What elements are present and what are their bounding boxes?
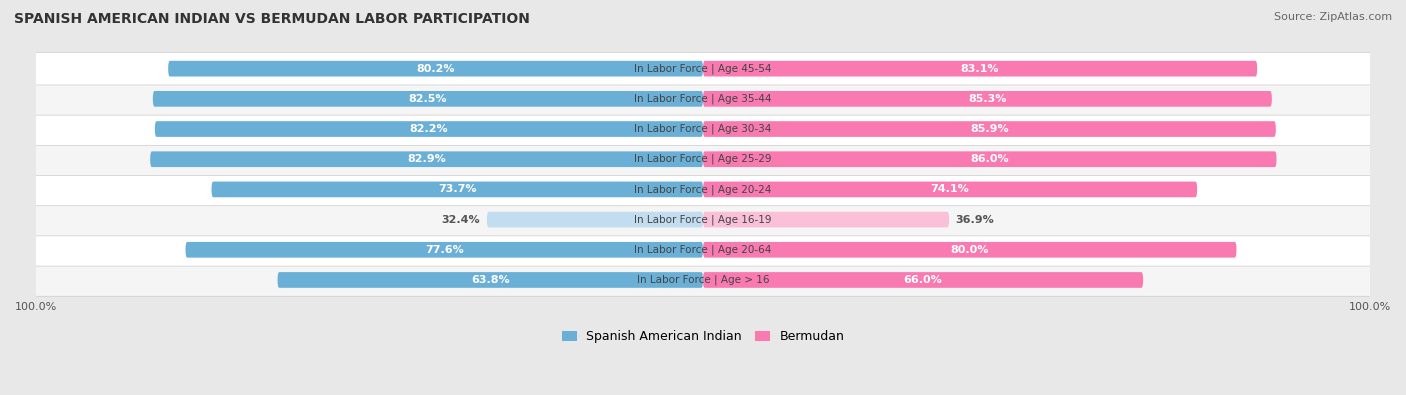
- Text: 66.0%: 66.0%: [904, 275, 942, 285]
- FancyBboxPatch shape: [27, 143, 1379, 175]
- FancyBboxPatch shape: [150, 151, 703, 167]
- Text: In Labor Force | Age > 16: In Labor Force | Age > 16: [637, 275, 769, 285]
- Text: 80.2%: 80.2%: [416, 64, 454, 73]
- FancyBboxPatch shape: [169, 61, 703, 77]
- FancyBboxPatch shape: [27, 173, 1379, 206]
- Text: 82.5%: 82.5%: [409, 94, 447, 104]
- Text: 83.1%: 83.1%: [960, 64, 1000, 73]
- FancyBboxPatch shape: [277, 272, 703, 288]
- FancyBboxPatch shape: [703, 182, 1197, 197]
- Text: 86.0%: 86.0%: [970, 154, 1010, 164]
- FancyBboxPatch shape: [703, 272, 1143, 288]
- Text: 63.8%: 63.8%: [471, 275, 509, 285]
- Text: 82.2%: 82.2%: [409, 124, 449, 134]
- FancyBboxPatch shape: [703, 61, 1257, 77]
- FancyBboxPatch shape: [703, 91, 1272, 107]
- FancyBboxPatch shape: [486, 212, 703, 228]
- Text: In Labor Force | Age 30-34: In Labor Force | Age 30-34: [634, 124, 772, 134]
- FancyBboxPatch shape: [27, 203, 1379, 236]
- Text: 77.6%: 77.6%: [425, 245, 464, 255]
- Text: 80.0%: 80.0%: [950, 245, 988, 255]
- FancyBboxPatch shape: [186, 242, 703, 258]
- FancyBboxPatch shape: [27, 264, 1379, 296]
- Text: 85.9%: 85.9%: [970, 124, 1008, 134]
- FancyBboxPatch shape: [211, 182, 703, 197]
- FancyBboxPatch shape: [27, 53, 1379, 85]
- Text: 74.1%: 74.1%: [931, 184, 970, 194]
- Text: In Labor Force | Age 20-24: In Labor Force | Age 20-24: [634, 184, 772, 195]
- FancyBboxPatch shape: [27, 113, 1379, 145]
- Text: 73.7%: 73.7%: [439, 184, 477, 194]
- Text: 36.9%: 36.9%: [956, 214, 994, 225]
- Legend: Spanish American Indian, Bermudan: Spanish American Indian, Bermudan: [557, 325, 849, 348]
- FancyBboxPatch shape: [703, 121, 1275, 137]
- Text: SPANISH AMERICAN INDIAN VS BERMUDAN LABOR PARTICIPATION: SPANISH AMERICAN INDIAN VS BERMUDAN LABO…: [14, 12, 530, 26]
- Text: 85.3%: 85.3%: [969, 94, 1007, 104]
- FancyBboxPatch shape: [703, 151, 1277, 167]
- Text: In Labor Force | Age 25-29: In Labor Force | Age 25-29: [634, 154, 772, 164]
- Text: 32.4%: 32.4%: [441, 214, 481, 225]
- Text: 82.9%: 82.9%: [408, 154, 446, 164]
- FancyBboxPatch shape: [153, 91, 703, 107]
- FancyBboxPatch shape: [703, 212, 949, 228]
- FancyBboxPatch shape: [155, 121, 703, 137]
- Text: In Labor Force | Age 16-19: In Labor Force | Age 16-19: [634, 214, 772, 225]
- Text: In Labor Force | Age 35-44: In Labor Force | Age 35-44: [634, 94, 772, 104]
- Text: Source: ZipAtlas.com: Source: ZipAtlas.com: [1274, 12, 1392, 22]
- FancyBboxPatch shape: [27, 233, 1379, 266]
- Text: In Labor Force | Age 20-64: In Labor Force | Age 20-64: [634, 245, 772, 255]
- FancyBboxPatch shape: [27, 83, 1379, 115]
- FancyBboxPatch shape: [703, 242, 1236, 258]
- Text: In Labor Force | Age 45-54: In Labor Force | Age 45-54: [634, 64, 772, 74]
